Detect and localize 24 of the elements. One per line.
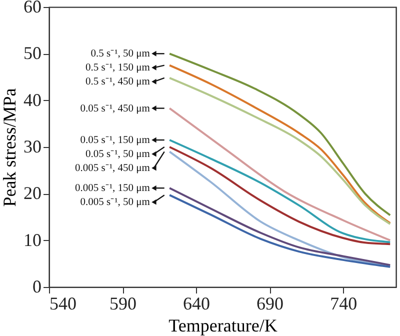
x-tick-label: 540 bbox=[50, 294, 76, 314]
y-tick-label: 10 bbox=[24, 230, 42, 250]
x-tick-label: 740 bbox=[330, 294, 358, 314]
line-series bbox=[168, 107, 392, 242]
x-tick-label: 590 bbox=[110, 294, 137, 314]
series-label: 0.05 s⁻¹, 50 μm bbox=[86, 149, 150, 160]
x-tick-label: 690 bbox=[256, 294, 284, 314]
series-label: 0.5 s⁻¹, 50 μm bbox=[90, 48, 150, 60]
y-tick-label: 30 bbox=[24, 136, 42, 156]
x-axis-title: Temperature/K bbox=[168, 316, 278, 336]
y-tick-label: 40 bbox=[24, 90, 42, 110]
text: 0.005 s⁻¹, 450 μm bbox=[75, 163, 150, 174]
y-tick-label: 60 bbox=[24, 0, 42, 16]
series-label: 0.5 s⁻¹, 450 μm bbox=[86, 76, 150, 88]
series-label: 0.005 s⁻¹, 50 μm bbox=[80, 197, 150, 208]
y-axis-title: Peak stress/MPa bbox=[0, 88, 20, 207]
series-label: 0.5 s⁻¹, 150 μm bbox=[86, 62, 150, 74]
y-tick-label: 50 bbox=[24, 43, 42, 64]
x-tick-label: 640 bbox=[183, 294, 210, 314]
y-tick-label: 20 bbox=[24, 183, 42, 204]
series-label: 0.05 s⁻¹, 150 μm bbox=[80, 135, 150, 146]
series-label: 0.005 s⁻¹, 150 μm bbox=[75, 183, 150, 194]
y-tick-label: 0 bbox=[32, 276, 42, 296]
series-label: 0.05 s⁻¹, 450 μm bbox=[80, 103, 150, 114]
